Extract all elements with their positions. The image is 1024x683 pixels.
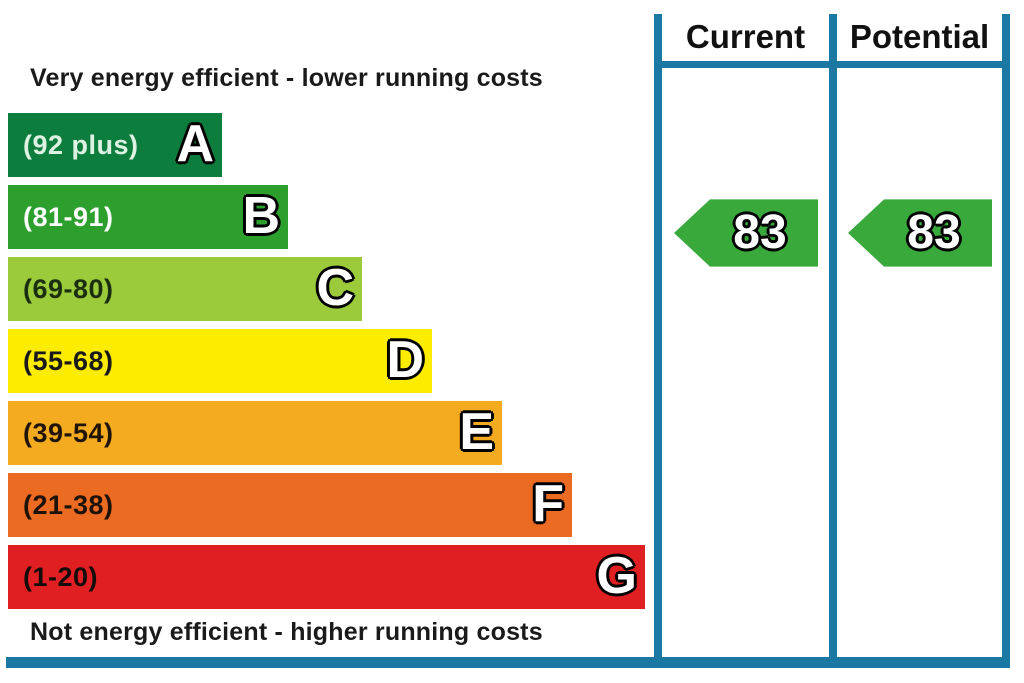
band-f: (21-38) F — [8, 473, 572, 537]
band-f-range: (21-38) — [23, 489, 114, 520]
column-border-right — [1002, 14, 1010, 668]
rating-bands: (92 plus) A (81-91) B (69-80) C (55-68) … — [8, 113, 645, 609]
band-c: (69-80) C — [8, 257, 362, 321]
column-border-middle — [829, 14, 837, 668]
very-efficient-label: Very energy efficient - lower running co… — [30, 64, 543, 92]
band-a-letter: A — [176, 114, 214, 173]
band-a: (92 plus) A — [8, 113, 222, 177]
header-separator-line — [654, 61, 1010, 68]
potential-rating-value: 83 — [907, 206, 961, 259]
band-b: (81-91) B — [8, 185, 288, 249]
column-border-left — [654, 14, 662, 668]
current-rating-value: 83 — [733, 206, 787, 259]
band-b-letter: B — [242, 186, 280, 245]
band-d: (55-68) D — [8, 329, 432, 393]
band-a-range: (92 plus) — [23, 129, 139, 160]
band-g: (1-20) G — [8, 545, 645, 609]
band-d-letter: D — [386, 330, 424, 389]
band-c-range: (69-80) — [23, 273, 114, 304]
current-column-header: Current — [685, 18, 806, 55]
band-e: (39-54) E — [8, 401, 502, 465]
current-rating-arrow: 83 — [674, 199, 818, 267]
potential-rating-arrow: 83 — [848, 199, 992, 267]
band-g-letter: G — [596, 546, 637, 605]
band-b-range: (81-91) — [23, 201, 114, 232]
potential-column-header: Potential — [849, 18, 990, 55]
band-g-range: (1-20) — [23, 561, 99, 592]
not-efficient-label: Not energy efficient - higher running co… — [30, 618, 543, 646]
band-c-letter: C — [316, 258, 354, 317]
bottom-border-line — [6, 657, 1010, 668]
band-e-letter: E — [459, 402, 494, 461]
band-e-range: (39-54) — [23, 417, 114, 448]
band-d-range: (55-68) — [23, 345, 114, 376]
band-f-letter: F — [532, 474, 564, 533]
